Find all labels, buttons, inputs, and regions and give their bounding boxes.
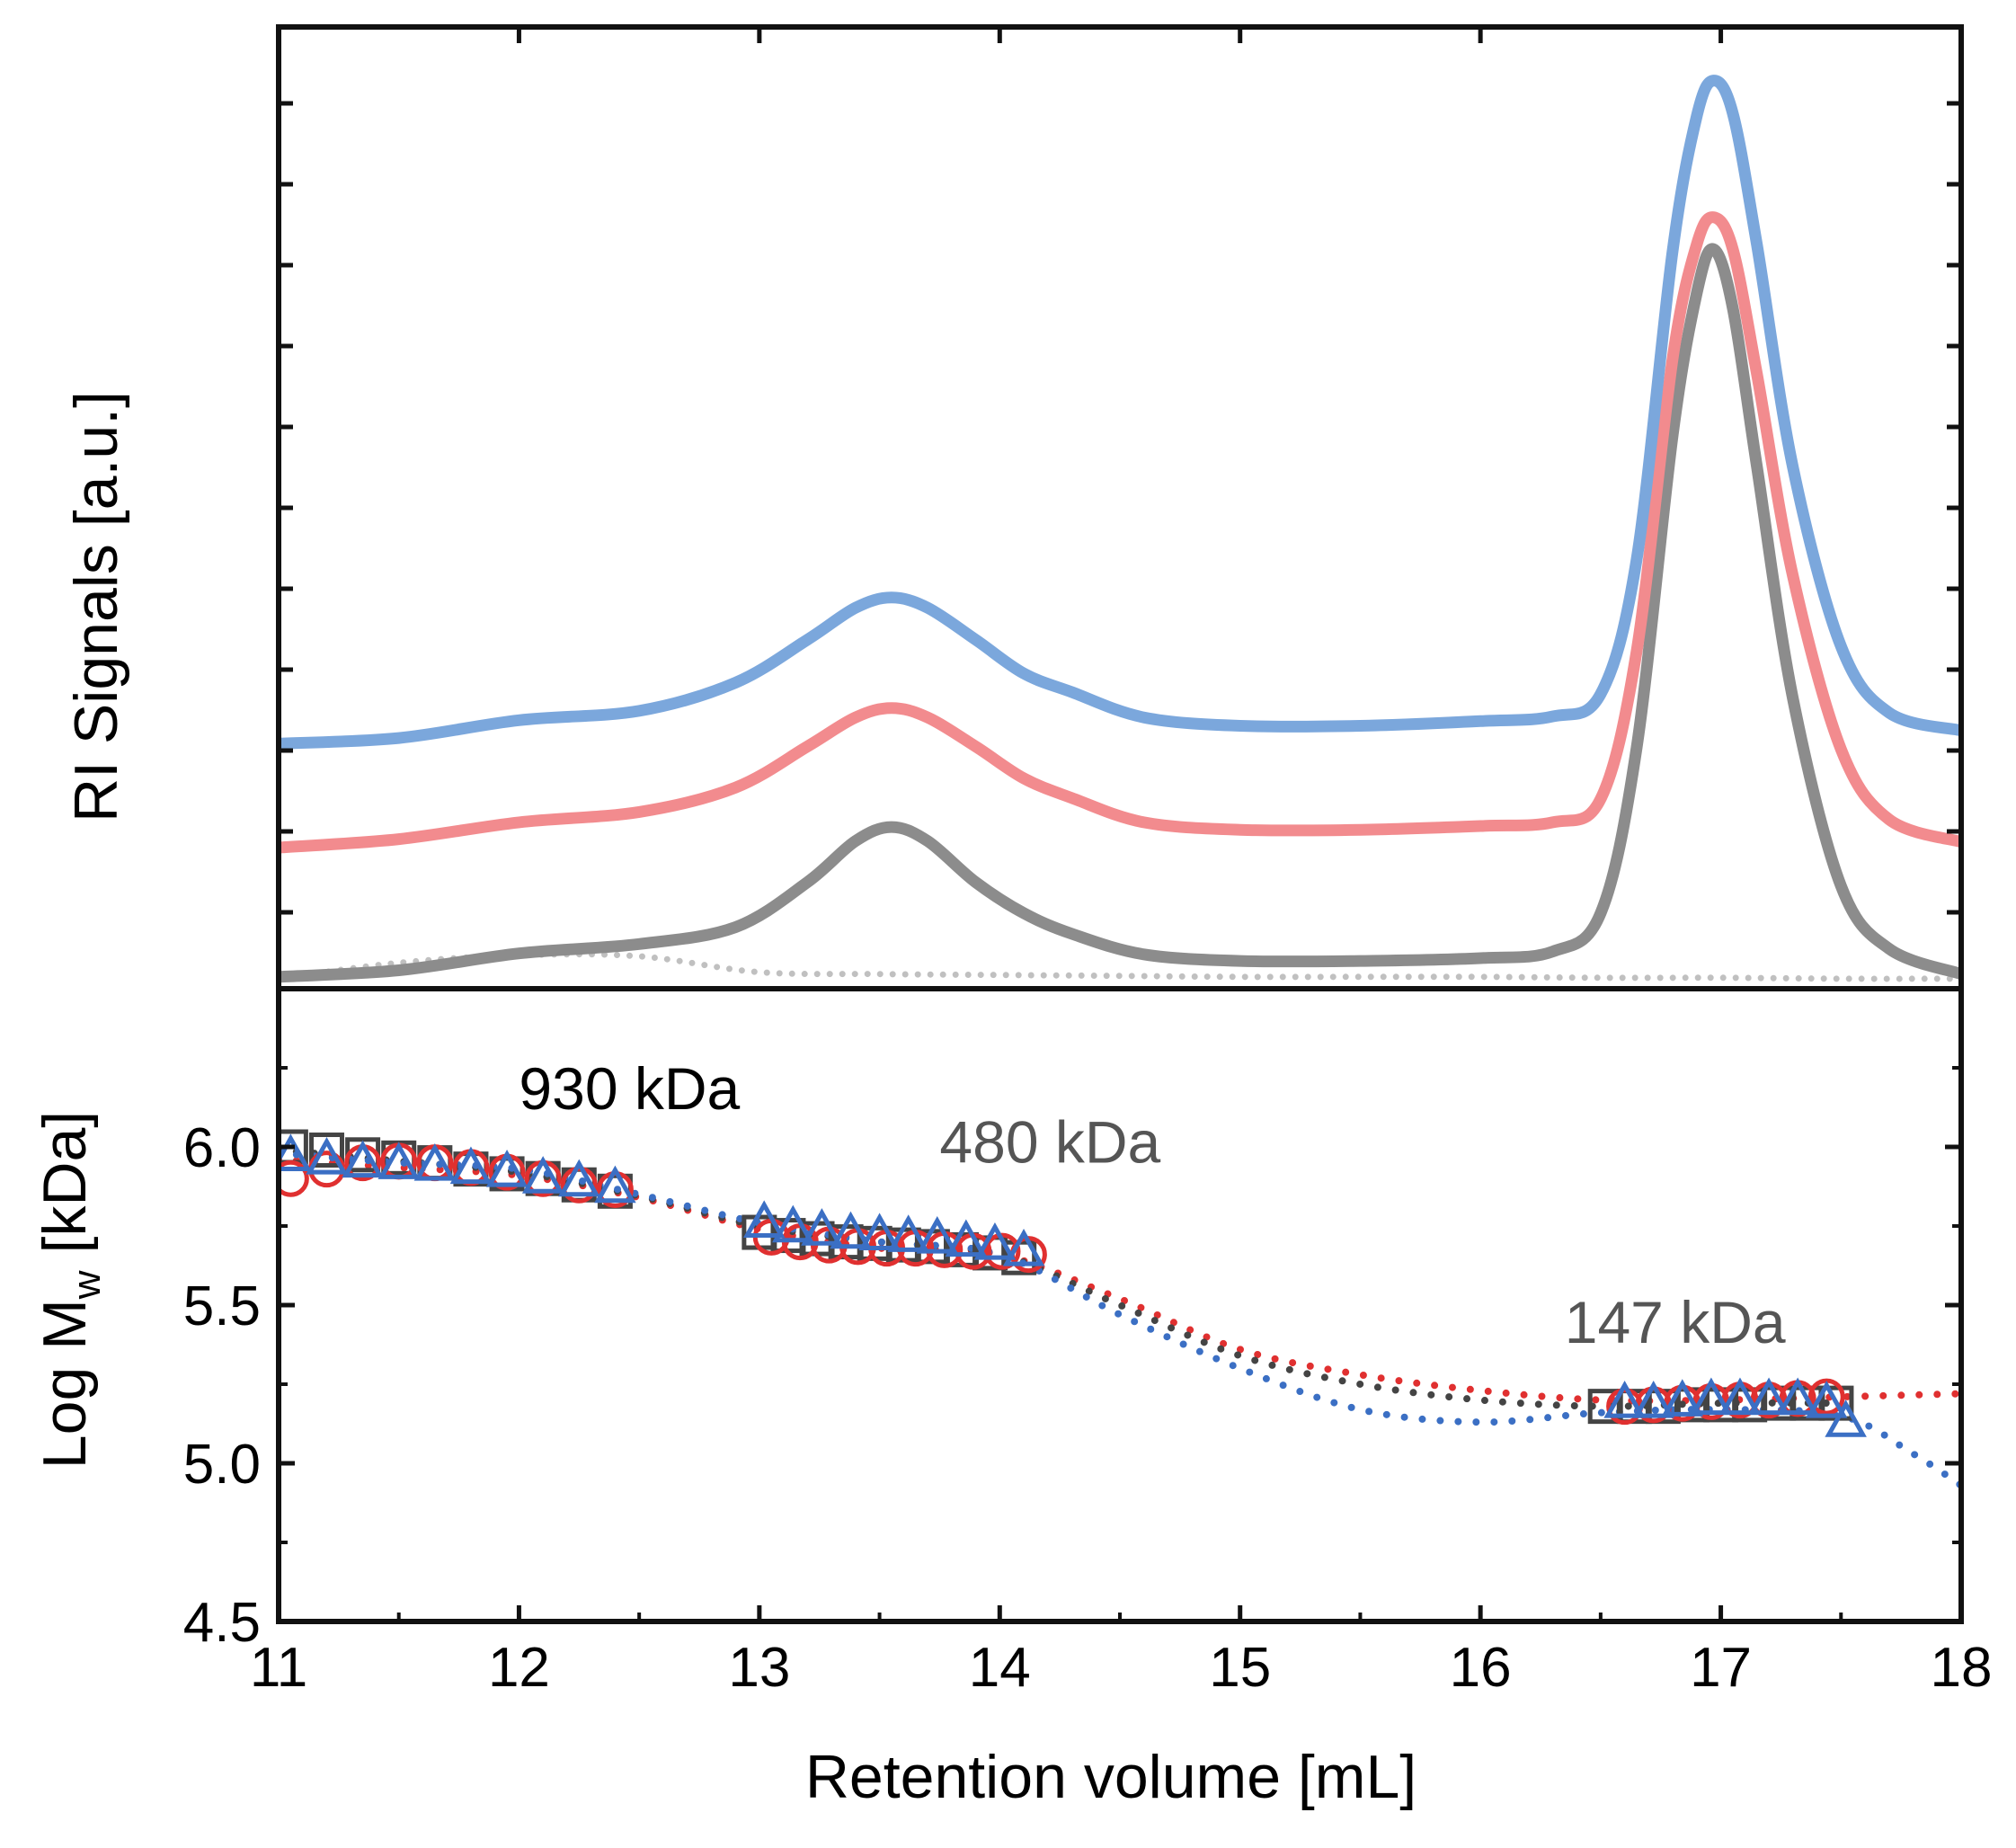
log-mw-point-circle xyxy=(983,1232,1021,1270)
x-tick-label: 12 xyxy=(488,1637,550,1699)
log-mw-point-triangle xyxy=(485,1150,528,1187)
log-mw-series-triangle xyxy=(279,1133,1867,1437)
log-mw-point-triangle xyxy=(772,1204,814,1243)
ri-signals-axis-title: RI Signals [a.u.] xyxy=(62,391,130,822)
log-mw-point-triangle xyxy=(801,1208,843,1246)
x-tick-label: 13 xyxy=(728,1637,790,1699)
log-mw-point-triangle xyxy=(1002,1229,1045,1266)
x-axis-title: Retention volume [mL] xyxy=(805,1743,1417,1811)
mw-annotation-2: 480 kDa xyxy=(939,1109,1160,1176)
log-mw-point-triangle xyxy=(558,1159,600,1197)
x-tick-label: 18 xyxy=(1931,1637,1993,1699)
x-tick-label: 14 xyxy=(969,1637,1031,1699)
x-tick-label: 15 xyxy=(1209,1637,1271,1699)
ri-signal-trace-3 xyxy=(279,243,1961,983)
log-mw-point-triangle xyxy=(1825,1399,1867,1437)
log-mw-point-triangle xyxy=(945,1219,988,1257)
log-mw-point-triangle xyxy=(1776,1377,1819,1416)
log-mw-point-triangle xyxy=(1747,1377,1790,1416)
log-mw-axis-title-unit: [kDa] xyxy=(31,1111,99,1271)
log-mw-point-triangle xyxy=(279,1133,312,1172)
log-mw-point-triangle xyxy=(916,1215,959,1254)
log-mw-point-square xyxy=(308,1133,344,1168)
log-mw-y-tick-label: 4.5 xyxy=(183,1592,261,1654)
x-tick-label: 17 xyxy=(1690,1637,1752,1699)
log-mw-panel: 930 kDa 480 kDa 147 kDa xyxy=(279,1055,1961,1489)
log-mw-point-triangle xyxy=(1632,1380,1674,1418)
log-mw-point-triangle xyxy=(742,1200,786,1238)
log-mw-point-triangle xyxy=(1805,1380,1848,1418)
log-mw-point-triangle xyxy=(887,1214,929,1252)
log-mw-plot-area xyxy=(279,1129,1961,1489)
ri-signals-plot-area xyxy=(279,75,1961,983)
log-mw-y-tick-label: 6.0 xyxy=(183,1117,261,1179)
log-mw-point-triangle xyxy=(1718,1377,1762,1416)
log-mw-fit-line-3 xyxy=(279,1150,1961,1489)
log-mw-y-tick-label: 5.0 xyxy=(183,1434,261,1496)
log-mw-fit-line-1 xyxy=(279,1156,1961,1405)
log-mw-y-tick-label: 5.5 xyxy=(183,1275,261,1337)
log-mw-point-triangle xyxy=(594,1165,636,1204)
log-mw-axis-title-subscript: w xyxy=(65,1270,109,1300)
mw-annotation-1: 930 kDa xyxy=(519,1055,740,1122)
log-mw-point-triangle xyxy=(858,1213,901,1251)
x-tick-label: 11 xyxy=(250,1637,307,1699)
log-mw-point-triangle xyxy=(973,1222,1017,1260)
x-tick-label: 16 xyxy=(1450,1637,1512,1699)
log-mw-point-triangle xyxy=(1690,1377,1733,1416)
log-mw-point-triangle xyxy=(413,1142,457,1181)
ri-signals-panel xyxy=(279,75,1961,983)
log-mw-point-triangle xyxy=(342,1140,384,1178)
log-mw-point-circle xyxy=(279,1159,309,1197)
ri-signal-trace-2 xyxy=(279,211,1961,854)
log-mw-axis-title-main: Log M xyxy=(31,1299,99,1469)
ri-signal-trace-1 xyxy=(279,75,1961,750)
log-mw-point-triangle xyxy=(377,1142,420,1179)
log-mw-point-circle xyxy=(560,1166,598,1204)
log-mw-axis-title: Log Mw [kDa] xyxy=(31,1111,109,1469)
log-mw-point-triangle xyxy=(830,1211,872,1249)
log-mw-point-triangle xyxy=(306,1136,348,1175)
log-mw-point-triangle xyxy=(521,1156,564,1194)
axes-frame: 4.5 5.0 5.5 6.0 11 12 13 14 15 16 17 18 xyxy=(183,24,1993,1699)
log-mw-point-triangle xyxy=(449,1146,493,1185)
mw-annotation-3: 147 kDa xyxy=(1565,1289,1786,1355)
log-mw-point-triangle xyxy=(1661,1379,1704,1417)
log-mw-point-triangle xyxy=(1603,1380,1646,1418)
